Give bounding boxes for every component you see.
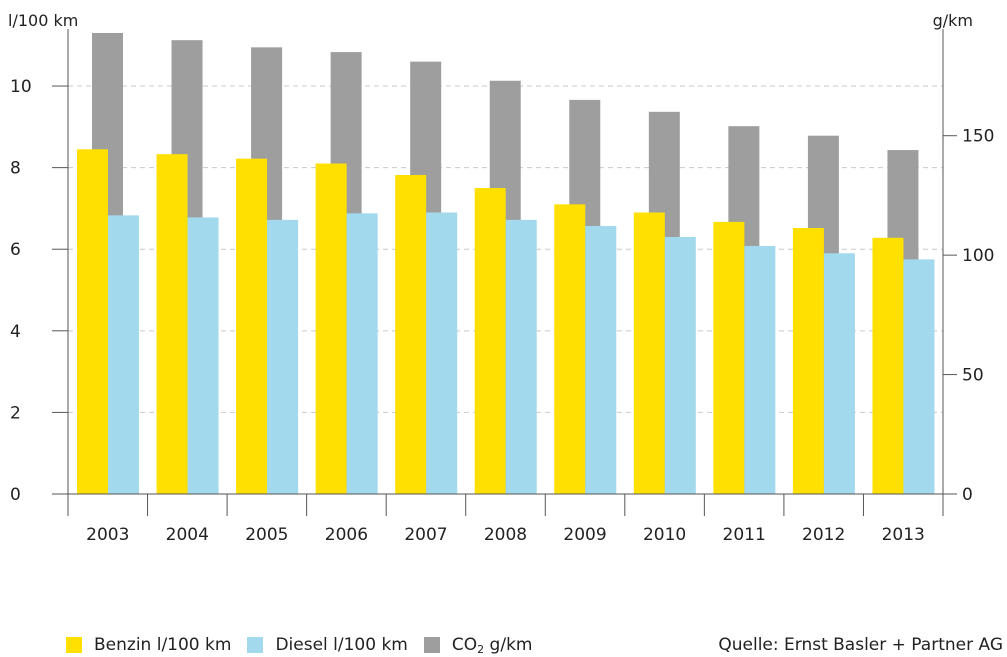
bar-benzin xyxy=(713,221,745,494)
bar-diesel xyxy=(585,225,617,494)
right-tick-label: 150 xyxy=(962,127,994,147)
bar-diesel xyxy=(187,217,219,494)
category-label: 2011 xyxy=(723,525,766,545)
source-note: Quelle: Ernst Basler + Partner AG xyxy=(718,635,1003,655)
bar-diesel xyxy=(267,219,299,495)
bar-diesel xyxy=(903,259,935,494)
bar-benzin xyxy=(633,212,665,494)
legend-label-diesel: Diesel l/100 km xyxy=(275,635,408,655)
bar-benzin xyxy=(395,174,427,494)
category-label: 2013 xyxy=(882,525,925,545)
bar-diesel xyxy=(426,212,458,494)
bar-diesel xyxy=(346,213,378,494)
right-tick-label: 100 xyxy=(962,246,994,266)
bar-benzin xyxy=(474,188,506,494)
category-label: 2005 xyxy=(245,525,288,545)
bar-benzin xyxy=(315,163,347,494)
bar-benzin xyxy=(236,158,268,495)
category-label: 2003 xyxy=(86,525,129,545)
bar-diesel xyxy=(744,245,776,494)
legend-item-benzin: Benzin l/100 km xyxy=(66,635,231,655)
category-label: 2008 xyxy=(484,525,527,545)
co2-swatch xyxy=(423,637,440,653)
bar-diesel xyxy=(505,219,537,495)
category-label: 2010 xyxy=(643,525,686,545)
diesel-swatch xyxy=(247,637,264,653)
left-tick-label: 4 xyxy=(10,322,21,342)
legend-item-co2: CO2 g/km xyxy=(423,634,533,656)
left-axis-label: l/100 km xyxy=(8,11,78,30)
bar-diesel xyxy=(823,253,855,494)
left-tick-label: 0 xyxy=(10,485,21,505)
category-label: 2012 xyxy=(802,525,845,545)
left-tick-label: 6 xyxy=(10,240,21,260)
bars xyxy=(77,33,935,495)
category-label: 2006 xyxy=(325,525,368,545)
bar-benzin xyxy=(872,237,904,495)
left-tick-label: 8 xyxy=(10,159,21,179)
legend-label-benzin: Benzin l/100 km xyxy=(94,635,232,655)
legend: Benzin l/100 km Diesel l/100 km CO2 g/km xyxy=(66,633,548,657)
left-tick-label: 10 xyxy=(10,77,32,97)
category-label: 2007 xyxy=(404,525,447,545)
bar-diesel xyxy=(664,236,696,494)
legend-item-diesel: Diesel l/100 km xyxy=(247,635,408,655)
category-label: 2009 xyxy=(563,525,606,545)
bar-diesel xyxy=(108,215,139,495)
bar-benzin xyxy=(77,149,108,495)
legend-label-co2: CO2 g/km xyxy=(451,634,533,656)
right-tick-label: 0 xyxy=(962,485,973,505)
benzin-swatch xyxy=(66,637,82,653)
bar-benzin xyxy=(792,228,824,494)
bar-benzin xyxy=(554,204,586,494)
right-axis-label: g/km xyxy=(933,11,973,30)
bar-benzin xyxy=(156,154,188,495)
left-tick-label: 2 xyxy=(10,403,21,423)
category-label: 2004 xyxy=(166,525,209,545)
right-tick-label: 50 xyxy=(962,366,984,386)
